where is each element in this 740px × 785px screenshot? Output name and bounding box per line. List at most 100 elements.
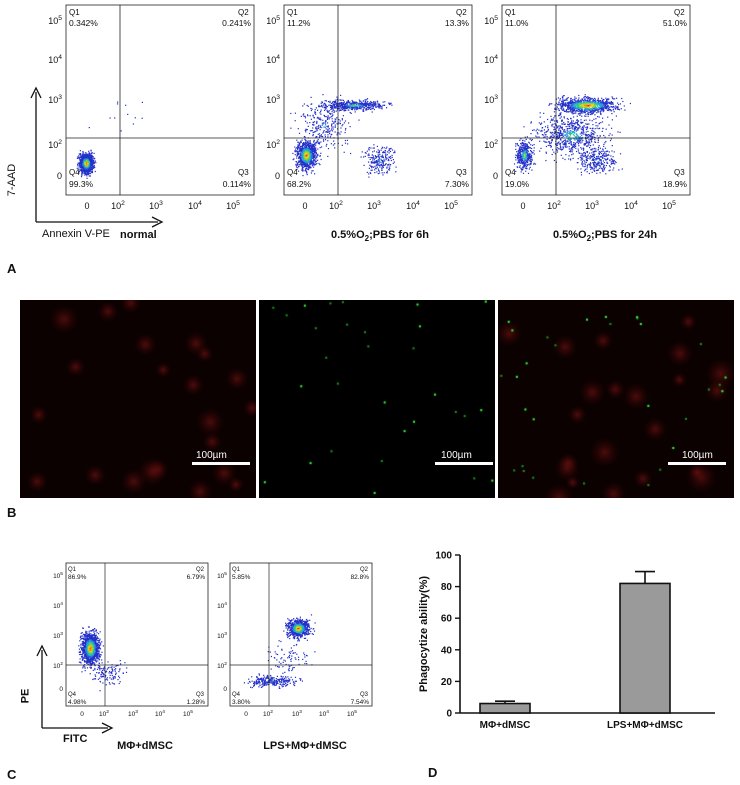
y-tick-label: 103 — [266, 94, 280, 105]
quadrant-label-q3: Q3 — [238, 168, 249, 177]
y-tick-label: 0 — [446, 709, 452, 720]
quadrant-value-q1: 0.342% — [69, 18, 98, 28]
y-tick-label: 0 — [57, 171, 62, 181]
quadrant-value-q1: 5.85% — [232, 574, 251, 581]
panel-letter-c: C — [7, 767, 17, 782]
bar — [619, 582, 671, 714]
plot-title-6h: 0.5%O2;PBS for 6h — [331, 229, 429, 244]
y-tick-label: 102 — [484, 139, 498, 150]
quadrant-label-q2: Q2 — [360, 567, 369, 573]
y-tick-label: 103 — [217, 631, 227, 640]
plot-title-c1: MΦ+dMSC — [117, 740, 173, 752]
quadrant-value-q4: 4.98% — [68, 699, 87, 706]
x-tick-label: 103 — [149, 200, 163, 211]
quadrant-label-q1: Q1 — [505, 8, 516, 17]
y-tick-label: 0 — [275, 171, 280, 181]
y-tick-label: 104 — [53, 601, 63, 610]
y-tick-label: 105 — [484, 15, 498, 26]
quadrant-value-q3: 0.114% — [223, 179, 252, 189]
bar — [479, 702, 531, 714]
y-tick-label: 80 — [441, 582, 453, 593]
x-tick-label: 105 — [444, 200, 458, 211]
quadrant-value-q3: 18.9% — [663, 179, 688, 189]
flow-cytometry-panel-c: Q186.9%Q26.79%Q31.28%Q44.98%105104103102… — [36, 562, 373, 734]
density-cloud — [290, 94, 397, 178]
y-tick-label: 103 — [53, 631, 63, 640]
plot-frame — [283, 4, 473, 196]
quadrant-value-q1: 11.0% — [505, 18, 529, 28]
x-tick-label: 103 — [292, 709, 302, 718]
x-tick-label: 105 — [347, 709, 357, 718]
x-tick-label: 105 — [662, 200, 676, 211]
y-axis-title: Phagocytize ability(%) — [418, 576, 430, 692]
quadrant-label-q2: Q2 — [456, 8, 467, 17]
quadrant-label-q4: Q4 — [68, 692, 77, 698]
quadrant-value-q3: 7.30% — [445, 179, 470, 189]
y-tick-label: 40 — [441, 645, 453, 656]
x-tick-label: 103 — [128, 709, 138, 718]
x-axis-arrowhead — [101, 722, 114, 734]
y-axis-label-a: 7-AAD — [6, 163, 19, 197]
quadrant-label-q4: Q4 — [69, 168, 80, 177]
y-tick-label: 102 — [53, 661, 63, 670]
quadrant-label-q2: Q2 — [196, 567, 205, 573]
x-tick-label: 0 — [84, 201, 89, 211]
micrograph-red-channel: 100µm — [20, 300, 256, 498]
x-axis-label-a: Annexin V-PE — [42, 228, 110, 240]
y-tick-label: 0 — [493, 171, 498, 181]
scale-bar-label: 100µm — [441, 450, 472, 461]
scale-bar-label: 100µm — [682, 450, 713, 461]
x-tick-label: 0 — [80, 711, 84, 718]
x-tick-label: 0 — [244, 711, 248, 718]
x-tick-label: 102 — [547, 200, 561, 211]
plot-title-normal: normal — [120, 229, 157, 241]
density-cloud — [78, 626, 128, 692]
x-tick-label: 105 — [183, 709, 193, 718]
panel-letter-a: A — [7, 261, 17, 276]
quadrant-value-q4: 68.2% — [287, 179, 312, 189]
scale-bar — [192, 462, 250, 465]
y-tick-label: 104 — [48, 54, 62, 65]
x-axis-arrowhead — [151, 216, 164, 228]
quadrant-label-q3: Q3 — [196, 692, 205, 698]
y-tick-label: 102 — [48, 139, 62, 150]
quadrant-value-q4: 99.3% — [69, 179, 94, 189]
quadrant-value-q2: 51.0% — [663, 18, 688, 28]
x-tick-label: LPS+MΦ+dMSC — [607, 720, 683, 731]
x-tick-label: 0 — [302, 201, 307, 211]
plot-title-c2: LPS+MΦ+dMSC — [263, 740, 347, 752]
x-tick-label: 102 — [111, 200, 125, 211]
density-cloud — [243, 614, 316, 689]
quadrant-label-q1: Q1 — [68, 567, 77, 573]
x-tick-label: 102 — [263, 709, 273, 718]
y-tick-label: 104 — [484, 54, 498, 65]
quadrant-value-q2: 0.241% — [222, 18, 251, 28]
x-tick-label: 104 — [624, 200, 638, 211]
panel-letter-b: B — [7, 505, 17, 520]
quadrant-label-q3: Q3 — [674, 168, 685, 177]
x-tick-label: 103 — [367, 200, 381, 211]
x-tick-label: 104 — [188, 200, 202, 211]
x-tick-label: 104 — [155, 709, 165, 718]
y-tick-label: 0 — [59, 686, 63, 693]
plot-frame — [65, 4, 255, 196]
y-axis-label-c: PE — [19, 688, 32, 704]
scale-bar-label: 100µm — [196, 450, 227, 461]
scale-bar — [668, 462, 726, 465]
x-axis-label-c: FITC — [63, 733, 88, 745]
x-tick-label: 104 — [319, 709, 329, 718]
y-axis-arrowhead — [30, 86, 42, 99]
quadrant-label-q2: Q2 — [238, 8, 249, 17]
quadrant-label-q4: Q4 — [505, 168, 516, 177]
quadrant-value-q1: 11.2% — [287, 18, 311, 28]
plot-title-24h: 0.5%O2;PBS for 24h — [552, 229, 658, 244]
quadrant-value-q3: 1.28% — [187, 699, 206, 706]
flow-plot: Q10.342% Q20.241% Q3 0.114% Q4 99.3% 105 104 103… — [48, 4, 255, 211]
quadrant-value-q2: 82.8% — [351, 574, 370, 581]
quadrant-label-q1: Q1 — [232, 567, 241, 573]
y-tick-label: 104 — [217, 601, 227, 610]
y-tick-label: 103 — [484, 94, 498, 105]
y-tick-label: 102 — [217, 661, 227, 670]
